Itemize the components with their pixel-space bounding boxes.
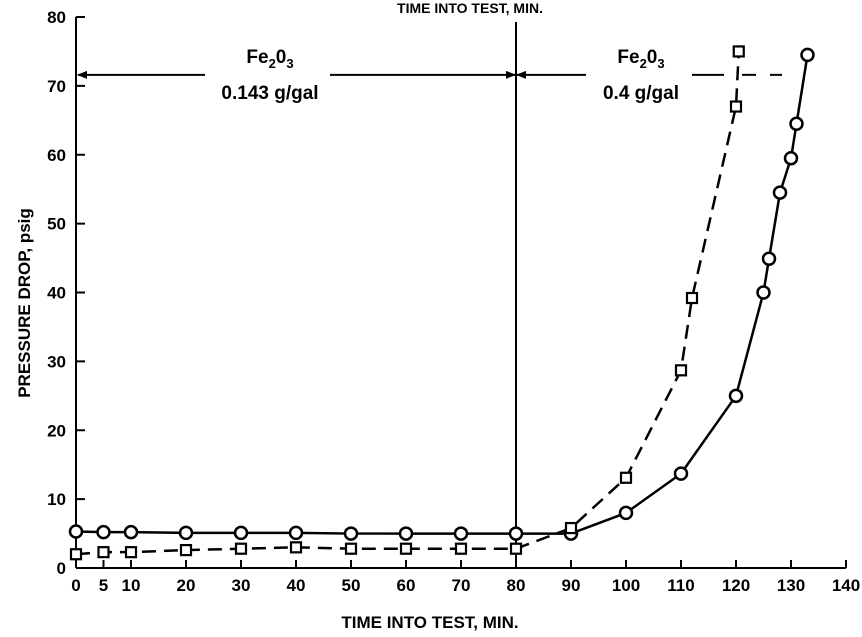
x-tick-label: 10 xyxy=(122,576,141,595)
y-tick-label: 20 xyxy=(47,421,66,440)
series-1-point xyxy=(508,526,524,541)
series-2-point xyxy=(674,364,688,377)
x-tick-label: 5 xyxy=(99,576,108,595)
series-1-point xyxy=(789,116,804,132)
series-2-point xyxy=(564,521,578,535)
y-axis-title: PRESSURE DROP, psig xyxy=(15,208,34,398)
series-1-line xyxy=(75,54,809,535)
series-2-point xyxy=(732,45,745,58)
series-2-point xyxy=(179,543,193,557)
x-axis-title: TIME INTO TEST, MIN. xyxy=(341,613,518,632)
series-1-point xyxy=(772,185,788,200)
series-2-point xyxy=(454,542,468,555)
series-1-point xyxy=(800,47,815,63)
series-1-point xyxy=(343,526,359,541)
x-tick-label: 50 xyxy=(342,576,361,595)
divider-line-group xyxy=(77,22,782,568)
series-1-point xyxy=(233,525,249,541)
series-group xyxy=(68,45,815,561)
annotation-right-formula: Fe203 xyxy=(617,47,664,71)
y-tick-label: 0 xyxy=(57,559,66,578)
series-1-point xyxy=(756,285,771,300)
series-2-point xyxy=(509,542,523,555)
series-1-point xyxy=(728,388,744,404)
x-tick-label: 20 xyxy=(177,576,196,595)
annotations: Fe203 0.143 g/gal Fe203 0.4 g/gal xyxy=(221,47,679,104)
x-tick-label: 60 xyxy=(397,576,416,595)
series-1-point xyxy=(453,526,469,541)
y-tick-label: 80 xyxy=(47,8,66,27)
annotation-left-formula: Fe203 xyxy=(246,47,293,71)
x-tick-label: 30 xyxy=(232,576,251,595)
axes: 0 5 10 20 30 40 50 60 70 80 90 100 110 120 130 14001020… xyxy=(47,8,860,595)
series-1-point xyxy=(761,251,777,267)
y-tick-label: 70 xyxy=(47,77,66,96)
x-tick-label: 130 xyxy=(777,576,805,595)
y-tick-label: 10 xyxy=(47,490,66,509)
y-tick-label: 60 xyxy=(47,146,66,165)
x-tick-label: 100 xyxy=(612,576,640,595)
top-title: TIME INTO TEST, MIN. xyxy=(397,0,543,16)
annotation-left-concentration: 0.143 g/gal xyxy=(221,83,318,104)
x-tick-label: 90 xyxy=(562,576,581,595)
series-1-point xyxy=(68,524,84,539)
series-1-point xyxy=(123,524,139,540)
x-tick-label: 70 xyxy=(452,576,471,595)
series-2-point xyxy=(619,471,633,484)
series-2-point xyxy=(685,291,699,305)
series-1-point xyxy=(96,524,111,540)
y-tick-label: 40 xyxy=(47,284,66,303)
series-2-point xyxy=(124,546,138,559)
series-2-point xyxy=(69,548,83,561)
series-2-point xyxy=(344,542,358,555)
x-tick-label: 0 xyxy=(71,576,80,595)
series-2-point xyxy=(234,542,248,555)
series-1-point xyxy=(783,150,799,166)
x-tick-label: 140 xyxy=(832,576,860,595)
series-1-point xyxy=(288,525,304,541)
series-2-point xyxy=(729,100,743,113)
series-2-point xyxy=(289,541,303,554)
series-1-point xyxy=(398,526,414,541)
x-tick-label: 40 xyxy=(287,576,306,595)
series-1-point xyxy=(673,466,689,481)
series-1-point xyxy=(618,505,634,521)
annotation-right-concentration: 0.4 g/gal xyxy=(603,83,679,104)
series-2-line xyxy=(75,51,740,556)
x-tick-label: 110 xyxy=(667,576,694,595)
x-tick-label: 80 xyxy=(507,576,526,595)
y-tick-label: 50 xyxy=(47,215,66,234)
series-2-point xyxy=(399,542,413,555)
series-1-point xyxy=(178,525,194,541)
x-tick-label: 120 xyxy=(722,576,750,595)
y-tick-label: 30 xyxy=(47,352,66,371)
series-2-point xyxy=(97,546,110,559)
